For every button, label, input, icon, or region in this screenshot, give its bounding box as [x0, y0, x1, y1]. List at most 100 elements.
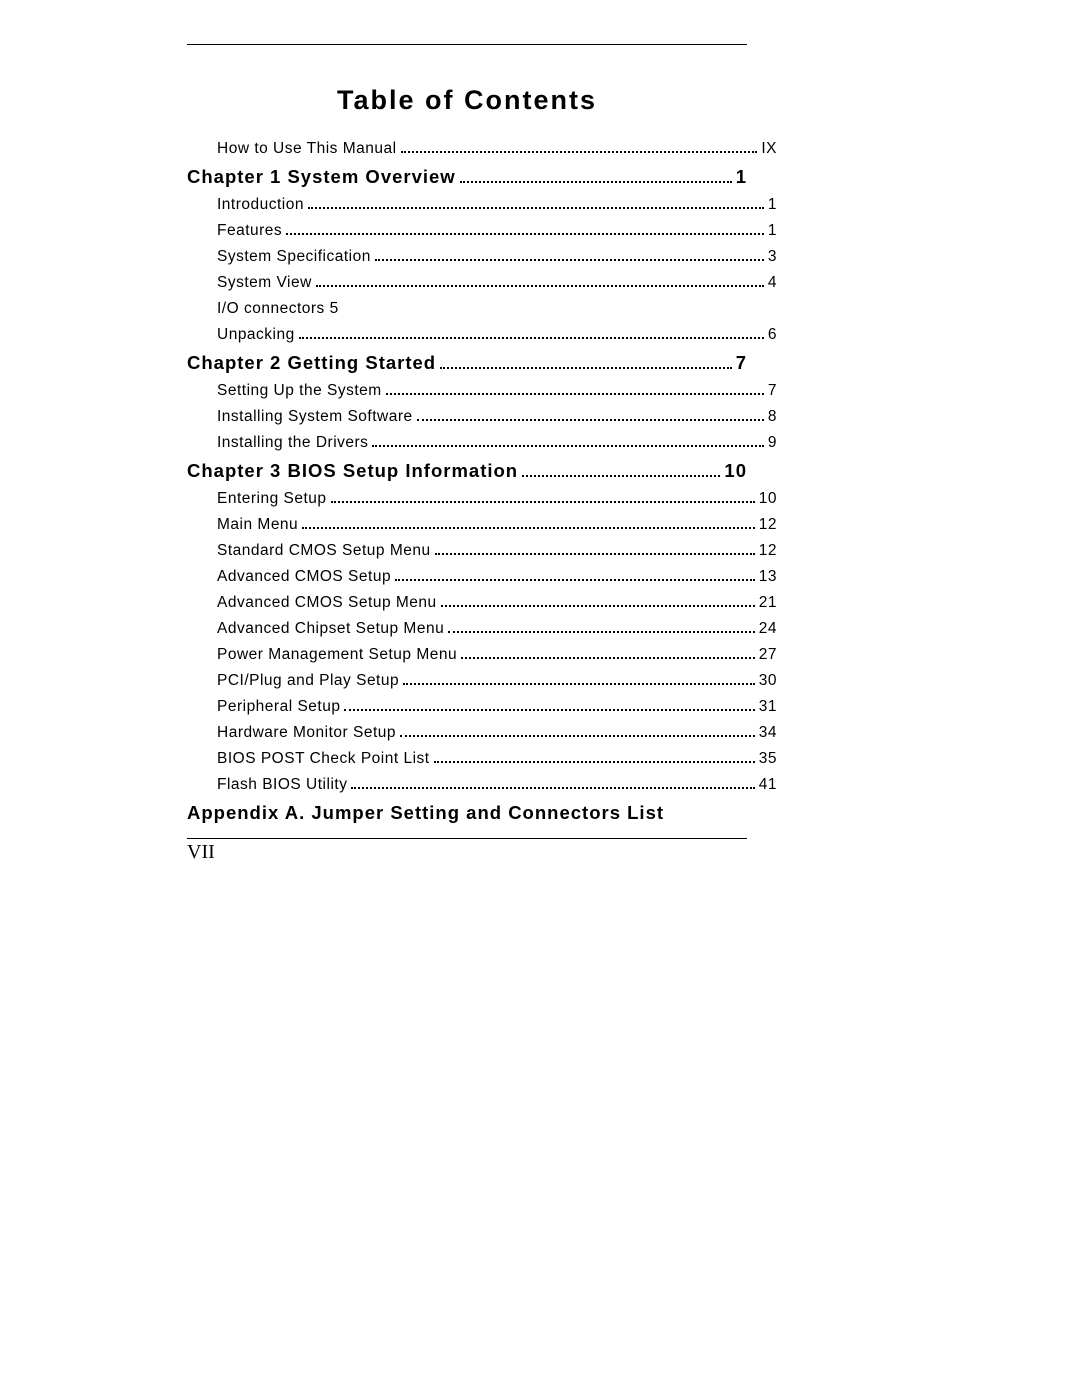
toc-entry-page: 12	[759, 542, 777, 560]
toc-entry-page: 10	[724, 460, 747, 482]
toc-entry-page: 41	[759, 776, 777, 794]
toc-dot-leader	[302, 518, 755, 529]
toc-entry-label: Advanced CMOS Setup	[217, 568, 391, 586]
toc-entry-label: System Specification	[217, 248, 371, 266]
toc-entry-label: Installing System Software	[217, 408, 413, 426]
toc-row: Appendix A. Jumper Setting and Connector…	[187, 802, 747, 824]
toc-dot-leader	[461, 648, 755, 659]
toc-entry-label: Introduction	[217, 196, 304, 214]
toc-row: System Specification 3	[187, 248, 777, 266]
toc-row: Standard CMOS Setup Menu 12	[187, 542, 777, 560]
toc-row: Power Management Setup Menu 27	[187, 646, 777, 664]
toc-entry-label: I/O connectors 5	[217, 300, 339, 318]
toc-dot-leader	[401, 142, 758, 153]
toc-row: Unpacking 6	[187, 326, 777, 344]
toc-dot-leader	[441, 596, 755, 607]
toc-entry-label: BIOS POST Check Point List	[217, 750, 430, 768]
toc-entry-label: Hardware Monitor Setup	[217, 724, 396, 742]
toc-entry-label: Appendix A. Jumper Setting and Connector…	[187, 802, 664, 824]
toc-entry-label: Flash BIOS Utility	[217, 776, 347, 794]
toc-row: Hardware Monitor Setup 34	[187, 724, 777, 742]
toc-dot-leader	[331, 492, 755, 503]
toc-entry-label: System View	[217, 274, 312, 292]
toc-row: Advanced CMOS Setup 13	[187, 568, 777, 586]
toc-entry-label: Standard CMOS Setup Menu	[217, 542, 431, 560]
toc-row: Entering Setup 10	[187, 490, 777, 508]
toc-row: Introduction 1	[187, 196, 777, 214]
toc-dot-leader	[400, 726, 755, 737]
page-title: Table of Contents	[187, 85, 747, 116]
toc-row: Installing System Software 8	[187, 408, 777, 426]
toc-dot-leader	[403, 674, 755, 685]
toc-entry-label: Chapter 1 System Overview	[187, 166, 456, 188]
toc-entry-page: 3	[768, 248, 777, 266]
toc-entry-label: Unpacking	[217, 326, 295, 344]
toc-entry-page: 4	[768, 274, 777, 292]
toc-entry-page: 6	[768, 326, 777, 344]
toc-entry-label: Features	[217, 222, 282, 240]
toc-entry-label: Main Menu	[217, 516, 298, 534]
toc-dot-leader	[351, 778, 754, 789]
toc-entry-label: Chapter 2 Getting Started	[187, 352, 436, 374]
toc-entry-page: 12	[759, 516, 777, 534]
toc-dot-leader	[299, 328, 764, 339]
toc-dot-leader	[522, 464, 720, 477]
toc-row: PCI/Plug and Play Setup 30	[187, 672, 777, 690]
toc-dot-leader	[286, 224, 764, 235]
toc-row: Setting Up the System7	[187, 382, 777, 400]
toc-row: Peripheral Setup 31	[187, 698, 777, 716]
toc-dot-leader	[308, 198, 764, 209]
toc-dot-leader	[395, 570, 755, 581]
toc-entry-page: 35	[759, 750, 777, 768]
toc-dot-leader	[460, 170, 732, 183]
toc-row: Main Menu 12	[187, 516, 777, 534]
toc-row: Advanced Chipset Setup Menu24	[187, 620, 777, 638]
toc-entry-label: Chapter 3 BIOS Setup Information	[187, 460, 518, 482]
toc-entry-label: Power Management Setup Menu	[217, 646, 457, 664]
toc-dot-leader	[344, 700, 754, 711]
toc-dot-leader	[372, 436, 763, 447]
toc-dot-leader	[434, 752, 755, 763]
toc-row: Chapter 3 BIOS Setup Information 10	[187, 460, 747, 482]
top-horizontal-rule	[187, 44, 747, 45]
toc-entry-page: 8	[768, 408, 777, 426]
page-number-folio: VII	[187, 841, 747, 864]
toc-dot-leader	[435, 544, 755, 555]
toc-dot-leader	[448, 622, 755, 633]
toc-row: BIOS POST Check Point List 35	[187, 750, 777, 768]
toc-dot-leader	[417, 410, 764, 421]
toc-entry-label: Advanced CMOS Setup Menu	[217, 594, 437, 612]
toc-entry-label: Entering Setup	[217, 490, 327, 508]
toc-entry-label: How to Use This Manual	[217, 140, 397, 158]
toc-row: System View 4	[187, 274, 777, 292]
toc-dot-leader	[316, 276, 764, 287]
toc-entry-page: 1	[736, 166, 747, 188]
toc-entry-page: 30	[759, 672, 777, 690]
toc-dot-leader	[375, 250, 764, 261]
toc-row: Chapter 2 Getting Started7	[187, 352, 747, 374]
table-of-contents: How to Use This ManualIXChapter 1 System…	[187, 140, 747, 824]
toc-row: Installing the Drivers9	[187, 434, 777, 452]
toc-row: Flash BIOS Utility 41	[187, 776, 777, 794]
toc-entry-page: 34	[759, 724, 777, 742]
toc-row: Chapter 1 System Overview 1	[187, 166, 747, 188]
content-frame: Table of Contents How to Use This Manual…	[187, 44, 747, 864]
toc-entry-page: 10	[759, 490, 777, 508]
toc-entry-page: 9	[768, 434, 777, 452]
toc-entry-page: 13	[759, 568, 777, 586]
toc-entry-page: 31	[759, 698, 777, 716]
toc-dot-leader	[386, 384, 764, 395]
toc-entry-page: 27	[759, 646, 777, 664]
toc-row: Features1	[187, 222, 777, 240]
document-page: Table of Contents How to Use This Manual…	[0, 0, 1080, 1397]
toc-row: How to Use This Manual IX	[187, 140, 777, 158]
toc-entry-label: Peripheral Setup	[217, 698, 340, 716]
toc-entry-label: PCI/Plug and Play Setup	[217, 672, 399, 690]
toc-entry-page: 1	[768, 196, 777, 214]
toc-entry-label: Advanced Chipset Setup Menu	[217, 620, 444, 638]
toc-entry-page: IX	[761, 140, 777, 158]
toc-row: I/O connectors 5	[187, 300, 777, 318]
toc-entry-page: 21	[759, 594, 777, 612]
toc-entry-page: 7	[768, 382, 777, 400]
toc-dot-leader	[440, 356, 732, 369]
